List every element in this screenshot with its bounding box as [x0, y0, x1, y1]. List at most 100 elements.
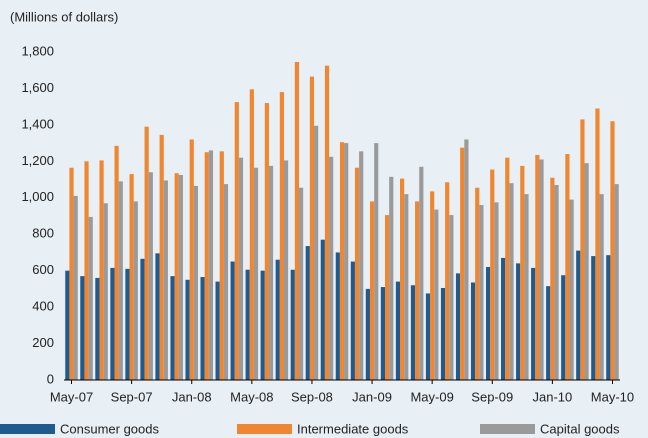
bar — [185, 279, 190, 380]
bar — [389, 176, 394, 380]
y-tick-label: 400 — [32, 299, 54, 314]
bar — [539, 159, 544, 380]
bar — [178, 175, 183, 380]
bar — [305, 246, 310, 380]
bar — [550, 177, 555, 380]
bar — [610, 121, 615, 380]
bar — [204, 152, 209, 380]
bar — [535, 154, 540, 380]
bar — [275, 259, 280, 380]
bar — [464, 139, 469, 380]
bar — [410, 285, 416, 380]
bar — [565, 154, 570, 380]
y-tick-label: 0 — [47, 371, 54, 386]
bar — [73, 195, 78, 380]
bar — [189, 139, 194, 380]
x-tick-label: May-08 — [230, 389, 273, 404]
legend-label: Consumer goods — [60, 421, 159, 436]
bar — [238, 157, 244, 380]
bar — [279, 92, 284, 380]
bar — [580, 119, 585, 380]
bar — [595, 108, 600, 380]
bar — [425, 293, 431, 380]
y-tick-label: 1,000 — [21, 189, 54, 204]
bar — [99, 160, 104, 380]
x-tick-label: Sep-07 — [111, 389, 153, 404]
legend-label: Capital goods — [540, 421, 620, 436]
bar — [354, 167, 360, 380]
bar — [125, 268, 130, 380]
bar — [253, 167, 259, 380]
bar — [215, 281, 220, 380]
bar — [380, 287, 385, 380]
bar — [569, 199, 574, 380]
bar — [501, 257, 506, 380]
bar — [264, 103, 269, 381]
y-tick-label: 1,600 — [21, 80, 54, 95]
bar — [434, 209, 439, 380]
bar — [200, 277, 205, 380]
bar — [234, 102, 239, 380]
bar — [509, 183, 514, 380]
bar — [419, 166, 424, 380]
bar — [148, 172, 153, 380]
x-tick-label: Jan-09 — [352, 389, 392, 404]
bar — [208, 150, 214, 380]
bar — [344, 143, 349, 380]
bar — [599, 194, 604, 380]
bar — [133, 201, 138, 380]
bar — [339, 142, 345, 380]
bar — [314, 125, 319, 380]
bar — [445, 182, 450, 380]
y-axis-label: (Millions of dollars) — [10, 9, 118, 24]
bar — [219, 151, 224, 380]
bar — [475, 187, 480, 380]
x-tick-label: Sep-08 — [291, 389, 333, 404]
y-tick-label: 600 — [32, 262, 54, 277]
legend-swatch — [0, 424, 55, 434]
bar — [114, 145, 119, 380]
x-tick-label: Jan-10 — [533, 389, 573, 404]
bar — [110, 267, 115, 380]
bar — [400, 178, 405, 380]
bar — [193, 185, 198, 380]
bar — [159, 134, 164, 380]
bar — [554, 185, 559, 380]
bar — [479, 205, 484, 380]
bar — [329, 156, 334, 380]
bar — [531, 267, 536, 380]
x-tick-label: May-07 — [50, 389, 93, 404]
bar — [174, 173, 179, 380]
bar — [546, 286, 551, 380]
bar — [299, 187, 304, 380]
bar — [584, 163, 589, 380]
bar — [365, 288, 370, 380]
bar — [294, 62, 300, 381]
x-tick-label: May-10 — [591, 389, 634, 404]
bar — [69, 167, 74, 380]
bar — [470, 282, 476, 380]
bar — [374, 143, 379, 380]
legend-swatch — [480, 424, 535, 434]
bar — [155, 253, 160, 380]
bar — [404, 194, 409, 380]
x-tick-label: Sep-09 — [471, 389, 513, 404]
legend-swatch — [237, 424, 292, 434]
bar — [320, 239, 325, 380]
bar — [350, 261, 355, 380]
y-tick-label: 200 — [32, 335, 54, 350]
bar — [490, 169, 495, 380]
bar — [430, 191, 435, 380]
bar — [245, 269, 250, 380]
y-tick-label: 1,400 — [21, 116, 54, 131]
bar — [614, 184, 619, 380]
x-tick-label: May-09 — [410, 389, 453, 404]
bar — [369, 201, 375, 380]
bar — [140, 258, 145, 380]
bar — [576, 250, 581, 380]
bar — [460, 147, 465, 380]
bar — [88, 216, 93, 380]
bar — [80, 276, 85, 380]
bar — [260, 270, 265, 380]
